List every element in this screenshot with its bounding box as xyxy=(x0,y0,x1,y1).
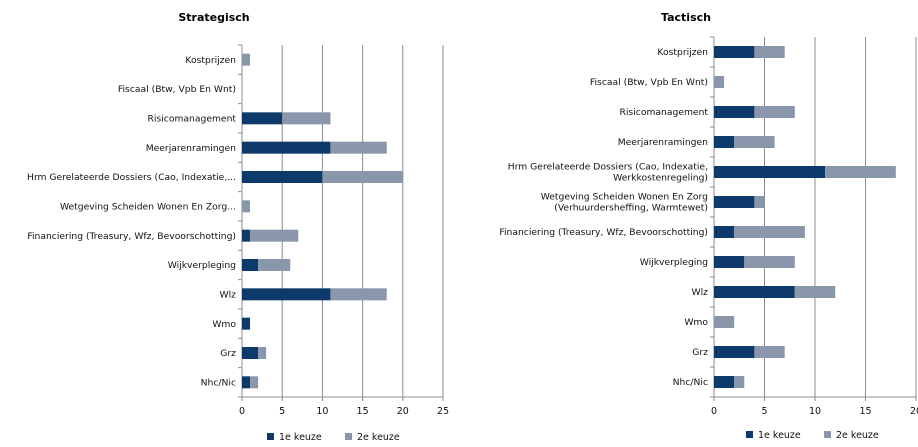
bar-first-choice xyxy=(242,288,331,301)
category-label: Kostprijzen xyxy=(185,55,236,66)
bar-first-choice xyxy=(242,259,259,271)
legend-label: 2e keuze xyxy=(357,432,400,443)
legend: 1e keuze 2e keuze xyxy=(267,432,400,443)
category-label: Hrm Gerelateerde Dossiers (Cao, Indexati… xyxy=(27,172,236,183)
legend-swatch xyxy=(824,431,831,438)
bar-second-choice xyxy=(714,76,725,88)
bar-second-choice xyxy=(322,171,403,183)
bar-first-choice xyxy=(242,317,251,330)
x-tick-label: 15 xyxy=(357,406,369,417)
bar-second-choice xyxy=(744,256,795,268)
category-label: Financiering (Treasury, Wfz, Bevoorschot… xyxy=(27,231,236,242)
category-label: Risicomanagement xyxy=(620,107,709,118)
bar-second-choice xyxy=(754,346,785,358)
category-label: Wetgeving Scheiden Wonen En Zorg (Verhuur… xyxy=(541,192,708,214)
category-label: Meerjarenramingen xyxy=(146,143,236,154)
bar-first-choice xyxy=(714,286,795,298)
bar-second-choice xyxy=(734,226,805,238)
legend-swatch xyxy=(267,433,274,440)
x-tick-label: 0 xyxy=(239,406,245,417)
category-label-line: Hrm Gerelateerde Dossiers (Cao, Indexati… xyxy=(508,162,708,173)
chart-tactisch: Tactisch 0 5 10 15 20 Kostprijzen Fiscaal (Btw,… xyxy=(499,11,918,441)
category-label: Wmo xyxy=(684,317,708,328)
bar-first-choice xyxy=(714,226,735,238)
legend-swatch xyxy=(746,431,753,438)
bar-second-choice xyxy=(282,112,331,125)
bar-second-choice xyxy=(242,53,251,66)
bar-second-choice xyxy=(330,141,387,154)
bar-second-choice xyxy=(258,259,291,271)
category-label: Fiscaal (Btw, Vpb En Wnt) xyxy=(590,77,708,88)
legend-label: 2e keuze xyxy=(836,430,879,441)
category-label: Wetgeving Scheiden Wonen En Zorg... xyxy=(60,202,236,213)
bar-first-choice xyxy=(714,196,755,208)
category-label: Financiering (Treasury, Wfz, Bevoorschot… xyxy=(499,227,708,238)
category-label: Wlz xyxy=(220,290,237,301)
x-tick-label: 20 xyxy=(910,406,918,417)
x-tick-label: 5 xyxy=(761,406,767,417)
x-tick-label: 10 xyxy=(809,406,821,417)
bar-first-choice xyxy=(714,166,826,178)
category-label: Wmo xyxy=(212,319,236,330)
legend: 1e keuze 2e keuze xyxy=(746,430,879,441)
bar-first-choice xyxy=(714,376,735,388)
bar-first-choice xyxy=(242,347,259,359)
bar-second-choice xyxy=(825,166,896,178)
bar-second-choice xyxy=(734,376,745,388)
bar-first-choice xyxy=(714,346,755,358)
chart-strategisch: Strategisch 0 5 10 15 20 25 Kostprijzen Fiscaal … xyxy=(27,11,449,443)
bar-second-choice xyxy=(734,136,775,148)
bar-first-choice xyxy=(242,171,323,183)
category-label: Grz xyxy=(692,347,708,358)
category-label-line: Werkkostenregeling) xyxy=(613,173,708,184)
bar-second-choice xyxy=(258,347,267,359)
bar-first-choice xyxy=(714,136,735,148)
x-tick-label: 10 xyxy=(316,406,328,417)
category-label: Risicomanagement xyxy=(148,114,237,125)
bar-second-choice xyxy=(714,316,735,328)
category-label: Wijkverpleging xyxy=(168,260,236,271)
x-tick-label: 25 xyxy=(437,406,449,417)
bar-first-choice xyxy=(714,256,745,268)
bar-second-choice xyxy=(754,196,765,208)
x-tick-label: 0 xyxy=(711,406,717,417)
x-tick-label: 5 xyxy=(279,406,285,417)
x-tick-label: 15 xyxy=(859,406,871,417)
category-label: Meerjarenramingen xyxy=(618,137,708,148)
legend-swatch xyxy=(345,433,352,440)
legend-label: 1e keuze xyxy=(279,432,322,443)
bar-first-choice xyxy=(714,106,755,118)
bar-first-choice xyxy=(242,376,251,389)
bar-second-choice xyxy=(250,229,299,242)
chart-title: Tactisch xyxy=(661,11,711,24)
category-label: Kostprijzen xyxy=(657,47,708,58)
bar-first-choice xyxy=(714,46,755,58)
bar-second-choice xyxy=(754,46,785,58)
category-label-line: Wetgeving Scheiden Wonen En Zorg xyxy=(541,192,708,203)
category-label: Nhc/Nic xyxy=(673,377,708,388)
legend-label: 1e keuze xyxy=(758,430,801,441)
bar-second-choice xyxy=(250,376,259,389)
bar-first-choice xyxy=(242,229,251,242)
category-label: Grz xyxy=(220,348,236,359)
category-label: Wlz xyxy=(692,287,709,298)
category-label: Wijkverpleging xyxy=(640,257,708,268)
x-tick-label: 20 xyxy=(397,406,409,417)
bar-first-choice xyxy=(242,141,331,154)
bar-first-choice xyxy=(242,112,283,125)
bar-second-choice xyxy=(754,106,795,118)
category-label: Nhc/Nic xyxy=(201,378,236,389)
bar-second-choice xyxy=(242,200,251,213)
category-label-line: (Verhuurdersheffing, Warmtewet) xyxy=(554,203,708,214)
chart-title: Strategisch xyxy=(178,11,249,24)
category-label: Hrm Gerelateerde Dossiers (Cao, Indexati… xyxy=(508,162,708,184)
category-label: Fiscaal (Btw, Vpb En Wnt) xyxy=(118,84,236,95)
bar-second-choice xyxy=(330,288,387,301)
bar-second-choice xyxy=(794,286,836,298)
